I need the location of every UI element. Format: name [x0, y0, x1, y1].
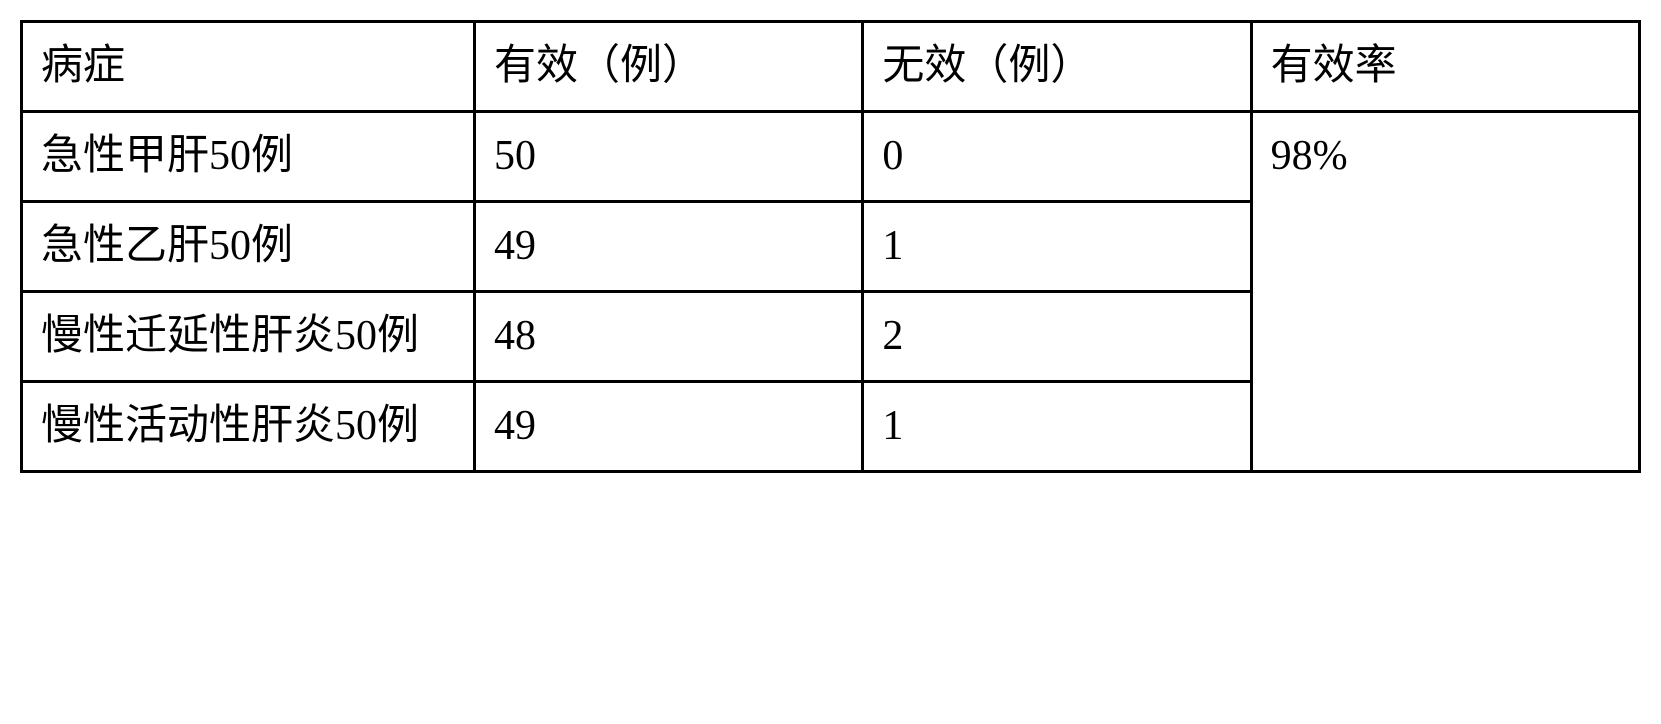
cell-effective: 50	[475, 112, 863, 202]
cell-disease: 慢性活动性肝炎50例	[22, 382, 475, 472]
cell-ineffective: 0	[863, 112, 1251, 202]
cell-ineffective: 2	[863, 292, 1251, 382]
cell-effective: 49	[475, 202, 863, 292]
cell-disease: 慢性迁延性肝炎50例	[22, 292, 475, 382]
cell-ineffective: 1	[863, 382, 1251, 472]
cell-disease: 急性甲肝50例	[22, 112, 475, 202]
efficacy-table: 病症 有效（例） 无效（例） 有效率 急性甲肝50例 50 0 98% 急性乙肝…	[20, 20, 1641, 473]
cell-effective: 48	[475, 292, 863, 382]
table-row: 急性甲肝50例 50 0 98%	[22, 112, 1640, 202]
table-header-row: 病症 有效（例） 无效（例） 有效率	[22, 22, 1640, 112]
header-effective: 有效（例）	[475, 22, 863, 112]
cell-effective: 49	[475, 382, 863, 472]
cell-ineffective: 1	[863, 202, 1251, 292]
efficacy-table-container: 病症 有效（例） 无效（例） 有效率 急性甲肝50例 50 0 98% 急性乙肝…	[20, 20, 1641, 473]
header-disease: 病症	[22, 22, 475, 112]
cell-disease: 急性乙肝50例	[22, 202, 475, 292]
header-ineffective: 无效（例）	[863, 22, 1251, 112]
header-rate: 有效率	[1251, 22, 1639, 112]
cell-efficacy-rate: 98%	[1251, 112, 1639, 472]
